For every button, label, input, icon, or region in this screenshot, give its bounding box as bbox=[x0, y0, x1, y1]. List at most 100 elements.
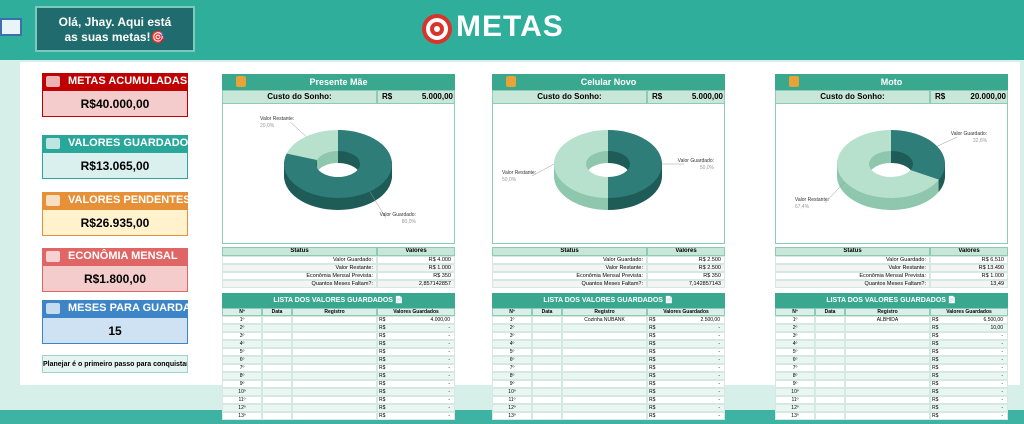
status-cell: Econômia Mensal Prevista: bbox=[222, 272, 377, 280]
list-number: 8º bbox=[792, 373, 798, 379]
chart-area bbox=[775, 104, 1008, 244]
list-cell bbox=[222, 404, 262, 412]
status-cell: R$ 6.510 bbox=[930, 256, 1008, 264]
list-currency: R$ bbox=[379, 341, 386, 347]
status-cell: Valor Guardado: bbox=[775, 256, 930, 264]
list-number: 11º bbox=[508, 397, 516, 403]
list-number: 13º bbox=[791, 413, 799, 419]
list-cell bbox=[562, 380, 647, 388]
card-label: METAS ACUMULADAS bbox=[42, 73, 188, 90]
list-cell bbox=[815, 340, 845, 348]
list-currency: R$ bbox=[649, 413, 656, 419]
list-number: 12º bbox=[238, 405, 246, 411]
list-currency: R$ bbox=[649, 397, 656, 403]
list-cell bbox=[562, 364, 647, 372]
list-cell bbox=[532, 340, 562, 348]
list-number: 7º bbox=[792, 365, 798, 371]
list-cell bbox=[930, 348, 1008, 356]
list-cell bbox=[292, 356, 377, 364]
list-cell bbox=[815, 404, 845, 412]
cost-currency: R$ bbox=[930, 90, 1008, 104]
menu-icon[interactable] bbox=[0, 18, 22, 36]
list-amount: - bbox=[448, 349, 450, 355]
list-cell bbox=[222, 380, 262, 388]
list-cell bbox=[815, 316, 845, 324]
list-cell bbox=[647, 340, 725, 348]
list-cell bbox=[292, 324, 377, 332]
list-cell bbox=[815, 372, 845, 380]
donut-label: Valor Guardado: bbox=[380, 212, 416, 218]
list-number: 9º bbox=[792, 381, 798, 387]
list-cell bbox=[377, 348, 455, 356]
list-amount: - bbox=[448, 413, 450, 419]
list-cell bbox=[532, 348, 562, 356]
list-amount: - bbox=[718, 349, 720, 355]
list-cell bbox=[262, 388, 292, 396]
list-cell bbox=[775, 412, 815, 420]
donut-value-label: 67,4% bbox=[795, 204, 810, 210]
list-cell bbox=[262, 324, 292, 332]
list-number: 3º bbox=[509, 333, 515, 339]
donut-segment bbox=[891, 130, 945, 180]
list-cell bbox=[222, 412, 262, 420]
list-number: 10º bbox=[508, 389, 516, 395]
list-amount: - bbox=[1001, 405, 1003, 411]
cost-currency: R$ bbox=[647, 90, 725, 104]
list-registro: Cozinha NUBANK bbox=[584, 317, 625, 323]
donut-label: Valor Restante: bbox=[260, 116, 294, 122]
cost-label: Custo do Sonho: bbox=[775, 90, 930, 104]
status-cell: 2,857142857 bbox=[377, 280, 455, 288]
list-number: 1º bbox=[509, 317, 515, 323]
list-cell bbox=[562, 372, 647, 380]
list-cell bbox=[562, 332, 647, 340]
list-amount: - bbox=[448, 405, 450, 411]
list-currency: R$ bbox=[649, 333, 656, 339]
list-currency: R$ bbox=[379, 325, 386, 331]
leader-line bbox=[824, 181, 846, 204]
list-number: 1º bbox=[239, 317, 245, 323]
list-currency: R$ bbox=[932, 333, 939, 339]
status-cell: Valor Guardado: bbox=[222, 256, 377, 264]
list-number: 6º bbox=[792, 357, 798, 363]
list-currency: R$ bbox=[932, 381, 939, 387]
list-cell bbox=[775, 380, 815, 388]
list-cell bbox=[292, 340, 377, 348]
list-cell bbox=[647, 332, 725, 340]
list-currency: R$ bbox=[379, 397, 386, 403]
list-currency: R$ bbox=[932, 341, 939, 347]
list-cell bbox=[222, 388, 262, 396]
list-currency: R$ bbox=[649, 365, 656, 371]
list-cell bbox=[292, 412, 377, 420]
card-value: R$40.000,00 bbox=[42, 90, 188, 117]
donut-value-label: 32,6% bbox=[973, 138, 988, 144]
status-cell: R$ 350 bbox=[647, 272, 725, 280]
list-number: 5º bbox=[792, 349, 798, 355]
status-cell: Valor Guardado: bbox=[492, 256, 647, 264]
list-currency: R$ bbox=[932, 349, 939, 355]
list-amount: - bbox=[718, 373, 720, 379]
list-title: LISTA DOS VALORES GUARDADOS 📄 bbox=[222, 293, 455, 308]
list-currency: R$ bbox=[379, 365, 386, 371]
list-cell bbox=[492, 388, 532, 396]
list-currency: R$ bbox=[932, 413, 939, 419]
list-amount: - bbox=[718, 365, 720, 371]
list-cell bbox=[262, 396, 292, 404]
list-cell bbox=[647, 380, 725, 388]
status-cell: R$ 2.500 bbox=[647, 264, 725, 272]
list-cell bbox=[930, 364, 1008, 372]
donut-value-label: 50,0% bbox=[502, 177, 517, 183]
list-amount: - bbox=[448, 389, 450, 395]
list-cell bbox=[492, 324, 532, 332]
list-cell bbox=[930, 396, 1008, 404]
list-cell bbox=[292, 404, 377, 412]
goal-title: Presente Mãe bbox=[222, 74, 455, 90]
list-amount: - bbox=[1001, 357, 1003, 363]
list-header: Nº bbox=[222, 308, 262, 316]
donut-segment bbox=[554, 130, 608, 198]
list-number: 9º bbox=[509, 381, 515, 387]
donut-label: Valor Restante: bbox=[502, 170, 536, 176]
list-number: 2º bbox=[792, 325, 798, 331]
status-cell: Quantos Meses Faltam?: bbox=[222, 280, 377, 288]
list-amount: - bbox=[1001, 333, 1003, 339]
list-cell bbox=[775, 324, 815, 332]
